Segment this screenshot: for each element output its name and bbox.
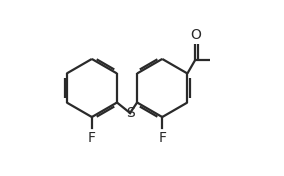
Text: S: S [126, 106, 134, 120]
Text: F: F [88, 131, 96, 145]
Text: O: O [190, 28, 201, 42]
Text: F: F [158, 131, 166, 145]
